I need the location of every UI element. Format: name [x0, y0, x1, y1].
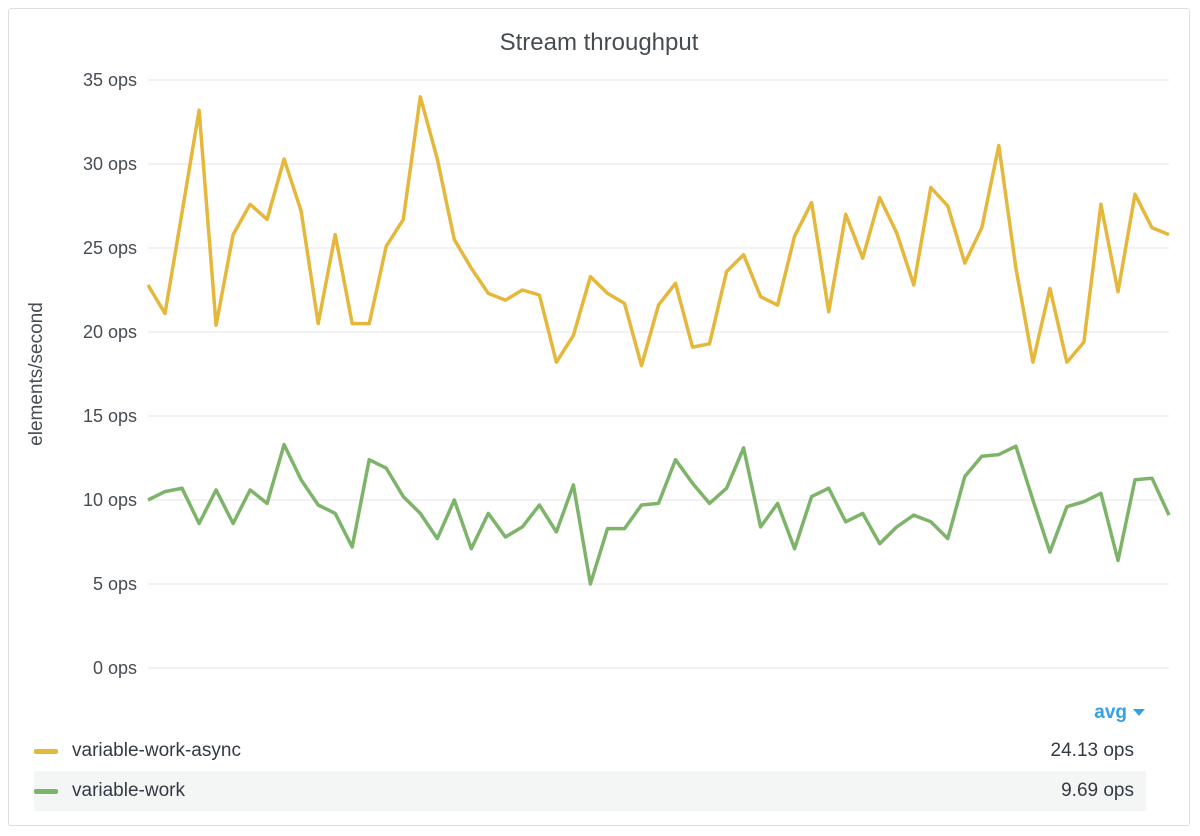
legend-series-name: variable-work-async	[72, 740, 241, 761]
y-tick-label: 20 ops	[83, 322, 137, 342]
y-axis-label: elements/second	[26, 302, 47, 446]
legend-avg-value: 9.69 ops	[1061, 780, 1134, 801]
line-chart: 0 ops 5 ops 10 ops 15 ops 20 ops 25 ops 30 ops…	[26, 70, 1171, 678]
y-tick-label: 25 ops	[83, 238, 137, 258]
y-tick-label: 5 ops	[93, 574, 137, 594]
y-tick-label: 15 ops	[83, 406, 137, 426]
legend-sort-avg-button[interactable]: avg	[1094, 702, 1145, 724]
y-tick-label: 10 ops	[83, 490, 137, 510]
legend-sort-label: avg	[1094, 702, 1127, 723]
series-lines	[146, 95, 1171, 586]
caret-down-icon	[1133, 709, 1145, 717]
y-tick-label: 30 ops	[83, 154, 137, 174]
series-line-variable-work-async	[146, 95, 1170, 368]
legend-item-variable-work[interactable]: variable-work 9.69 ops	[34, 771, 1146, 811]
y-axis-ticks: 0 ops 5 ops 10 ops 15 ops 20 ops 25 ops 30 ops…	[83, 70, 137, 678]
panel-title: Stream throughput	[499, 29, 699, 56]
series-line-variable-work	[147, 442, 1171, 586]
y-tick-label: 0 ops	[93, 658, 137, 678]
legend-series-name: variable-work	[72, 780, 185, 801]
graph-panel: Stream throughput	[8, 8, 1190, 826]
legend-color-swatch-icon	[34, 788, 58, 794]
legend-avg-value: 24.13 ops	[1050, 740, 1134, 761]
legend-color-swatch-icon	[34, 748, 58, 754]
legend-item-variable-work-async[interactable]: variable-work-async 24.13 ops	[34, 731, 1146, 771]
y-tick-label: 35 ops	[83, 70, 137, 90]
grid-lines	[148, 79, 1169, 669]
